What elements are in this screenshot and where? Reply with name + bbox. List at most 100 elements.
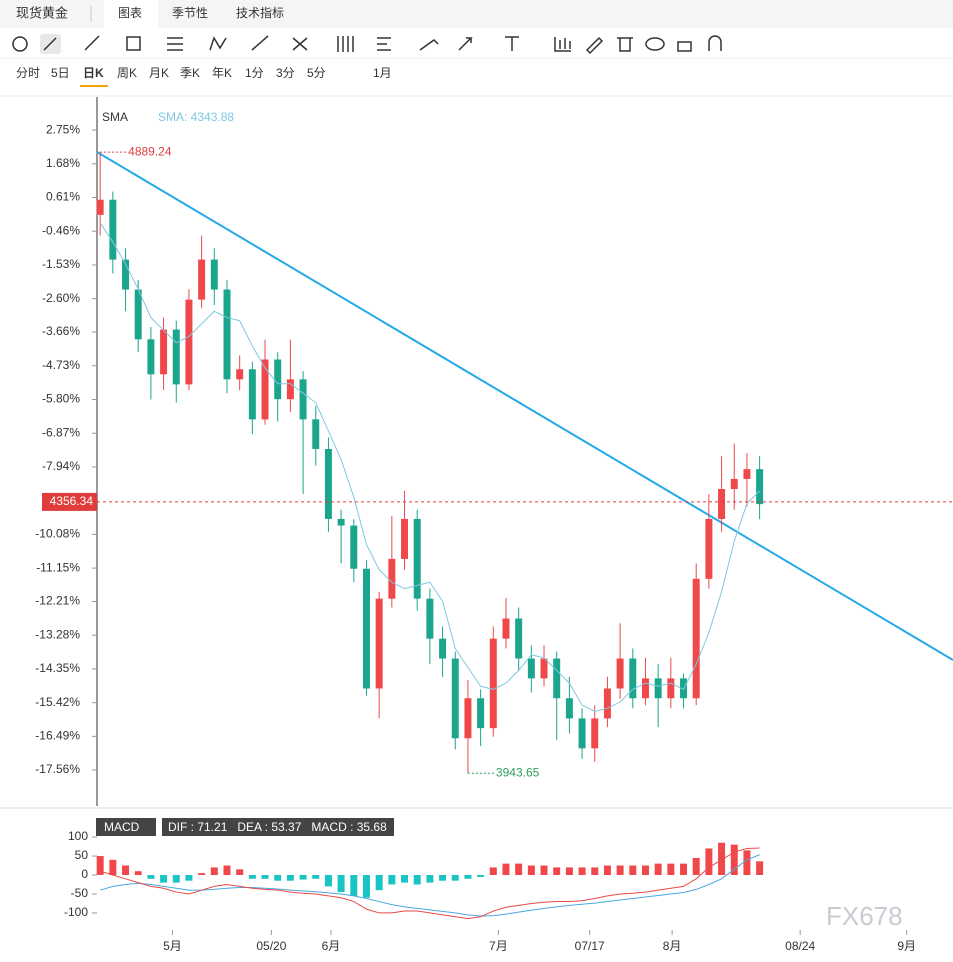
candle-body bbox=[401, 518, 409, 559]
y-tick-label: 0.61% bbox=[46, 190, 80, 204]
candle-body bbox=[667, 678, 675, 699]
macd-bar bbox=[388, 875, 396, 885]
instrument[interactable]: 现货黄金 bbox=[16, 5, 68, 20]
macd-bar bbox=[477, 875, 485, 877]
tool-icon[interactable] bbox=[419, 39, 439, 51]
last-price-label: 4356.34 bbox=[50, 494, 94, 508]
macd-bar bbox=[515, 863, 523, 875]
period[interactable]: 周K bbox=[117, 66, 137, 80]
tool-icon[interactable] bbox=[167, 37, 183, 51]
range[interactable]: 1月 bbox=[373, 66, 392, 80]
candle-body bbox=[109, 199, 117, 260]
candle-body bbox=[527, 658, 535, 679]
period[interactable]: 5分 bbox=[307, 66, 326, 80]
macd-bar bbox=[337, 875, 345, 893]
tool-icon[interactable] bbox=[554, 37, 571, 52]
candle-body bbox=[502, 618, 510, 639]
macd-bar bbox=[718, 842, 726, 875]
y-tick-label: -13.28% bbox=[35, 627, 80, 641]
y-tick-label: -12.21% bbox=[35, 594, 80, 608]
macd-bar bbox=[502, 863, 510, 875]
macd-bar bbox=[134, 871, 142, 875]
period[interactable]: 季K bbox=[180, 66, 200, 80]
macd-bar bbox=[565, 867, 573, 875]
y-tick-label: -11.15% bbox=[36, 560, 80, 574]
candle-body bbox=[603, 688, 611, 719]
tab[interactable]: 图表 bbox=[118, 6, 142, 20]
candle-body bbox=[337, 518, 345, 526]
tool-icon[interactable] bbox=[677, 41, 692, 52]
trend-line[interactable] bbox=[96, 151, 953, 661]
indicator-value: SMA: 4343.88 bbox=[158, 110, 234, 124]
tool-icon[interactable] bbox=[505, 36, 519, 51]
candle-body bbox=[477, 698, 485, 729]
candle-body bbox=[743, 469, 751, 479]
candle-body bbox=[324, 448, 332, 519]
candle-body bbox=[261, 359, 269, 420]
macd-bar bbox=[654, 863, 662, 875]
y-tick-label: -3.66% bbox=[42, 324, 80, 338]
period[interactable]: 3分 bbox=[276, 66, 295, 80]
tool-icon[interactable] bbox=[209, 36, 227, 51]
tool-icon[interactable] bbox=[645, 37, 665, 51]
tool-icon[interactable] bbox=[458, 37, 473, 51]
tool-icon[interactable] bbox=[617, 37, 633, 52]
macd-bar bbox=[426, 875, 434, 883]
period[interactable]: 1分 bbox=[245, 66, 264, 80]
tab[interactable]: 技术指标 bbox=[236, 5, 284, 20]
macd-bar bbox=[527, 865, 535, 875]
tool-icon[interactable] bbox=[84, 35, 100, 51]
macd-bar bbox=[439, 875, 447, 881]
macd-bar bbox=[705, 848, 713, 875]
tool-icon[interactable] bbox=[12, 36, 28, 52]
period[interactable]: 5日 bbox=[51, 66, 70, 80]
tool-icon[interactable] bbox=[292, 37, 308, 51]
x-tick-label: 08/24 bbox=[785, 939, 815, 953]
period[interactable]: 年K bbox=[212, 66, 232, 80]
macd-bar bbox=[540, 865, 548, 875]
active-tab-bg bbox=[104, 0, 158, 28]
candle-body bbox=[312, 419, 320, 449]
x-tick-label: 9月 bbox=[897, 939, 916, 953]
candle-body bbox=[692, 578, 700, 699]
candle-body bbox=[629, 658, 637, 699]
macd-box[interactable] bbox=[96, 818, 156, 836]
tool-icon[interactable] bbox=[251, 35, 269, 51]
candle-body bbox=[388, 558, 396, 599]
x-tick-label: 6月 bbox=[322, 939, 341, 953]
macd-bar bbox=[667, 863, 675, 875]
macd-bar bbox=[96, 856, 104, 875]
candle-body bbox=[223, 289, 231, 380]
tool-icon[interactable] bbox=[585, 36, 604, 55]
macd-bar bbox=[198, 873, 206, 875]
macd-bar bbox=[312, 875, 320, 879]
candle-body bbox=[540, 658, 548, 679]
macd-bar bbox=[147, 875, 155, 879]
macd-bar bbox=[362, 875, 370, 898]
period[interactable]: 分时 bbox=[16, 66, 40, 80]
candle-body bbox=[350, 525, 358, 569]
tool-icon[interactable] bbox=[43, 37, 57, 51]
x-tick-label: 7月 bbox=[489, 939, 508, 953]
macd-bar bbox=[603, 865, 611, 875]
y-tick-label: -1.53% bbox=[42, 257, 80, 271]
period-active[interactable]: 日K bbox=[83, 66, 104, 80]
last-price-tag bbox=[42, 492, 97, 511]
candle-body bbox=[274, 359, 282, 400]
y-tick-label: 100 bbox=[68, 829, 88, 843]
top-bar bbox=[0, 0, 953, 28]
tool-icon[interactable] bbox=[337, 36, 354, 52]
tool-icon[interactable] bbox=[126, 36, 141, 51]
y-tick-label: -7.94% bbox=[42, 459, 80, 473]
macd-bar bbox=[350, 875, 358, 896]
tool-icon[interactable] bbox=[377, 37, 391, 51]
period[interactable]: 月K bbox=[149, 66, 169, 80]
tool-icon[interactable] bbox=[708, 35, 722, 51]
macd-bar bbox=[236, 869, 244, 875]
tab[interactable]: 季节性 bbox=[172, 6, 208, 20]
y-tick-label: -50 bbox=[71, 886, 89, 900]
candle-body bbox=[616, 658, 624, 689]
period-underline bbox=[80, 85, 108, 87]
